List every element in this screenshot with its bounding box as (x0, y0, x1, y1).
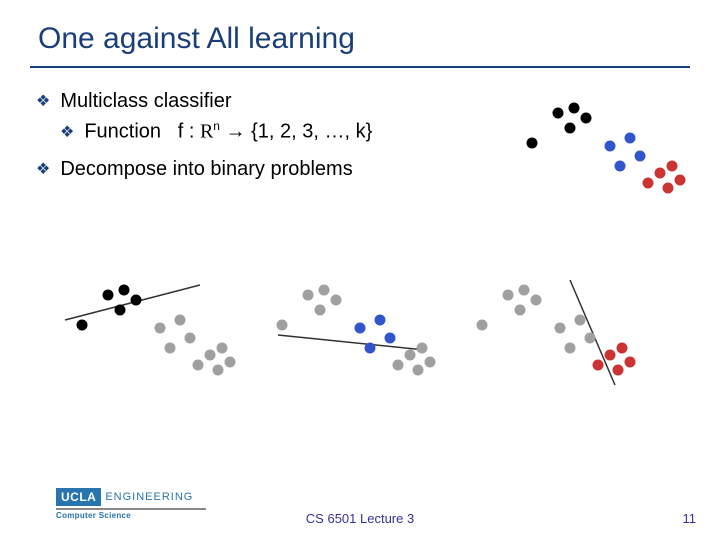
rn-symbol: R (200, 121, 213, 143)
footer-page: 11 (683, 511, 697, 526)
logo-box: UCLA (56, 488, 101, 506)
diamond-icon: ❖ (36, 91, 50, 111)
panel-red-vs-rest (460, 270, 640, 390)
diamond-icon: ❖ (36, 159, 50, 179)
footer-center: CS 6501 Lecture 3 (306, 511, 414, 526)
panel-blue-vs-rest (260, 270, 430, 390)
logo-sub: Computer Science (56, 511, 206, 520)
bullet-1-text: Multiclass classifier (60, 90, 231, 113)
fn-prefix: Function f : (84, 121, 200, 143)
scatter-overview (510, 88, 690, 198)
slide-title: One against All learning (38, 22, 690, 56)
logo-bar (56, 508, 206, 510)
fn-suffix: → {1, 2, 3, …, k} (220, 121, 372, 143)
diamond-icon: ❖ (60, 122, 74, 142)
logo-eng: ENGINEERING (105, 491, 193, 503)
ucla-logo: UCLA ENGINEERING Computer Science (56, 488, 206, 520)
bullet-2-text: Decompose into binary problems (60, 158, 352, 181)
panel-black-vs-rest (60, 270, 230, 390)
bullet-1a-text: Function f : Rn → {1, 2, 3, …, k} (84, 119, 372, 144)
title-bar: One against All learning (30, 22, 690, 68)
rn-sup: n (213, 119, 220, 133)
